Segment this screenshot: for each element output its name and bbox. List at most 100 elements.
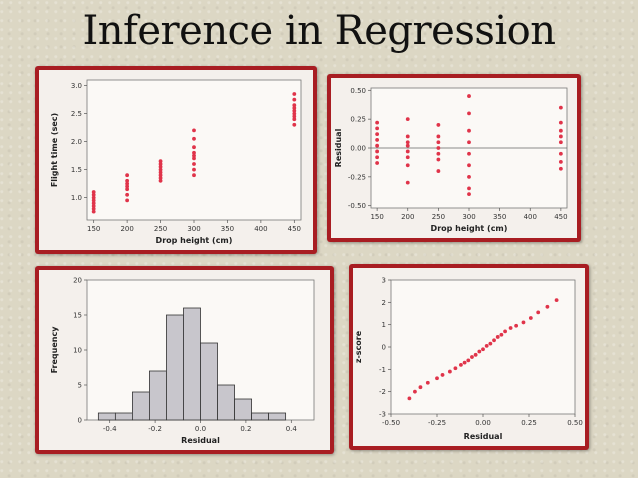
data-point [292, 117, 297, 122]
data-point [440, 373, 445, 377]
data-point [405, 180, 410, 185]
y-tick-label: 1 [382, 321, 386, 329]
data-point [558, 151, 563, 156]
data-point [407, 396, 412, 401]
y-tick-label: -3 [379, 411, 386, 419]
data-point [91, 206, 96, 211]
page-title: Inference in Regression [82, 8, 556, 54]
data-point [192, 173, 196, 178]
data-point [375, 132, 380, 137]
y-tick-label: 3 [382, 277, 386, 285]
data-point [125, 198, 130, 203]
y-tick-label: 2.5 [71, 110, 82, 118]
data-point [375, 143, 380, 148]
data-point [192, 145, 196, 150]
x-axis-label: Residual [464, 432, 503, 441]
data-point [405, 149, 410, 154]
data-point [484, 343, 489, 348]
data-point [91, 198, 96, 203]
data-point [459, 362, 463, 367]
plot-area [390, 279, 576, 415]
x-tick-label: -0.50 [382, 419, 400, 427]
data-point [125, 184, 130, 189]
data-point [492, 338, 496, 343]
y-tick-label: -0.50 [348, 202, 366, 210]
y-tick-label: 0 [382, 344, 386, 352]
data-point [545, 304, 550, 309]
data-point [481, 347, 485, 352]
data-point [467, 128, 471, 133]
y-axis-label: Frequency [50, 326, 59, 374]
data-point [558, 166, 563, 171]
y-tick-label: 0.50 [350, 87, 366, 95]
data-point [125, 187, 130, 192]
y-tick-label: 10 [73, 347, 82, 355]
x-tick-label: 450 [288, 225, 301, 233]
data-point [558, 120, 563, 125]
y-tick-label: 0.00 [350, 145, 366, 153]
x-tick-label: 250 [154, 225, 167, 233]
x-tick-label: 0.25 [521, 419, 537, 427]
data-point [558, 140, 563, 145]
data-point [528, 316, 533, 320]
data-point [477, 349, 482, 354]
data-point [405, 134, 410, 139]
data-point [405, 140, 410, 145]
y-axis-label: Flight time (sec) [50, 113, 59, 187]
x-tick-label: 200 [401, 213, 414, 221]
x-tick-label: 350 [493, 213, 506, 221]
x-tick-label: -0.25 [428, 419, 446, 427]
x-tick-label: 300 [462, 213, 475, 221]
data-point [125, 181, 130, 186]
data-point [192, 167, 196, 172]
normal-plot-panel: -0.50 -0.25 0.00 0.25 0.50 -3 -2 -1 0 1 2 3 Residual… [349, 264, 589, 450]
data-point [467, 192, 471, 197]
data-point [158, 164, 163, 169]
data-point [192, 153, 196, 158]
y-tick-label: -0.25 [348, 173, 366, 181]
histogram-bar [200, 342, 218, 421]
histogram-bar [149, 370, 167, 421]
data-point [91, 190, 96, 194]
data-point [91, 204, 96, 208]
data-point [125, 178, 130, 183]
x-tick-label: 200 [120, 225, 133, 233]
y-tick-label: 2.0 [71, 138, 82, 146]
data-point [436, 169, 441, 173]
histogram-bar [97, 412, 116, 421]
data-point [462, 360, 467, 365]
x-axis-label: Drop height (cm) [431, 224, 508, 233]
data-point [192, 150, 196, 155]
data-point [447, 369, 452, 374]
histogram-bar [114, 412, 133, 421]
data-point [158, 167, 163, 172]
data-point [91, 195, 96, 200]
data-point [158, 173, 163, 178]
y-tick-label: 1.5 [71, 166, 82, 174]
y-tick-label: 20 [73, 277, 82, 285]
normal-probability-chart: -0.50 -0.25 0.00 0.25 0.50 -3 -2 -1 0 1 2 3 Residual… [353, 268, 585, 446]
y-tick-label: 0 [78, 417, 82, 425]
data-point [435, 376, 439, 381]
data-point [125, 173, 130, 178]
data-point [536, 310, 541, 315]
y-tick-label: 15 [73, 312, 82, 320]
x-tick-label: 250 [432, 213, 445, 221]
data-point [292, 92, 297, 96]
data-point [467, 111, 471, 116]
x-axis-label: Drop height (cm) [156, 236, 233, 245]
x-tick-label: -0.2 [148, 425, 162, 433]
data-point [292, 108, 297, 113]
data-point [192, 162, 196, 166]
y-tick-label: 1.0 [71, 194, 82, 202]
data-point [436, 123, 441, 127]
data-point [192, 136, 196, 141]
residual-histogram-chart: -0.4 -0.2 0.0 0.2 0.4 0 5 10 15 20 Residual Frequen… [39, 270, 330, 450]
data-point [436, 140, 441, 145]
data-point [495, 335, 500, 339]
x-tick-label: 150 [370, 213, 383, 221]
data-point [158, 176, 163, 180]
data-point [375, 149, 380, 154]
data-point [554, 298, 559, 302]
data-point [375, 138, 380, 142]
